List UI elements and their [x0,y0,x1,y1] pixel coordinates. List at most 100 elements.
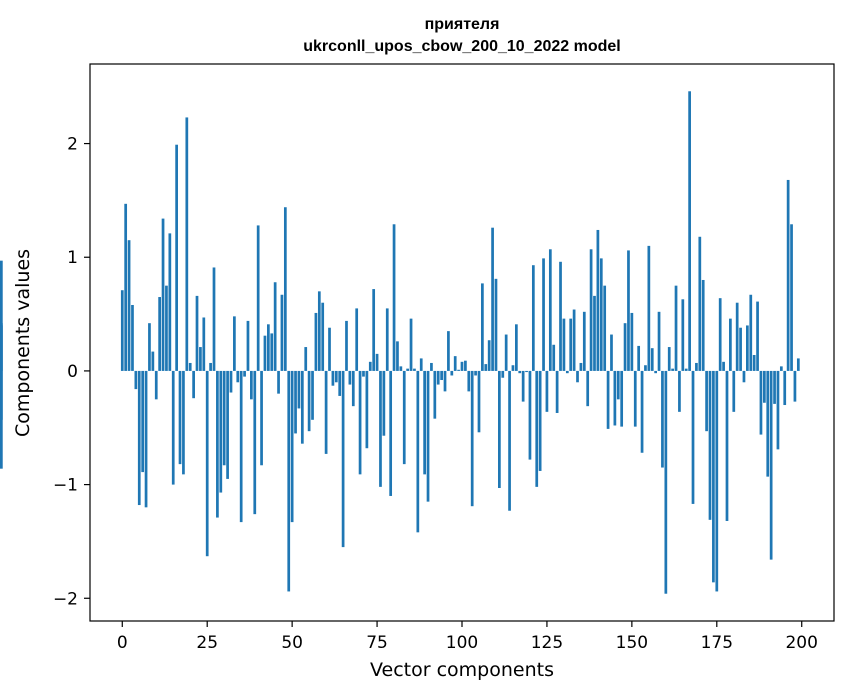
bar-185 [749,294,753,371]
bar-1 [124,203,128,371]
y-axis-label: Components values [12,249,34,437]
bar-186 [752,355,756,371]
bar-143 [606,370,610,429]
bar-57 [314,312,318,371]
bar-175 [715,370,719,592]
x-axis-ticks: 0 25 50 75 100 125 150 175 200 [117,621,818,653]
bar-152 [637,345,641,371]
bar-87 [416,370,420,533]
bar-160 [664,370,668,594]
bar-116 [515,324,518,371]
bar-17 [178,370,182,465]
bar-undefined [0,325,3,371]
bar-21 [192,370,195,399]
bar-3 [131,304,134,371]
bar-146 [616,370,620,400]
bar-101 [464,360,467,371]
bar-55 [307,370,311,432]
bar-151 [633,370,637,427]
bar-83 [402,370,406,465]
bar-70 [358,370,362,475]
bar-51 [294,370,297,434]
bar-150 [630,312,634,371]
x-tick-label: 100 [446,633,478,653]
bar-115 [511,365,515,371]
bar-136 [582,311,586,371]
x-tick-label: 150 [616,633,648,653]
bar-97 [450,370,454,376]
bar-111 [498,370,501,488]
bar-9 [151,351,155,371]
bar-19 [185,117,189,371]
bar-169 [695,362,698,371]
bar-158 [657,311,661,371]
bar-142 [603,285,607,371]
bar-72 [365,370,369,449]
bar-147 [620,370,624,427]
bar-173 [708,370,712,520]
y-axis-ticks: −2 −1 0 1 2 [53,135,90,609]
bar-130 [562,318,566,371]
bar-81 [396,341,399,371]
y-tick-label: 1 [67,248,78,268]
bar-40 [256,225,260,371]
bar-189 [763,370,766,403]
bar-75 [375,353,379,371]
bar-80 [392,224,396,371]
bar-48 [283,207,287,371]
bar-184 [746,325,749,371]
bar-93 [436,370,440,385]
bar-14 [168,233,172,371]
bar-66 [345,320,348,371]
bar-61 [328,327,331,371]
bar-90 [426,370,430,502]
bar-31 [226,370,229,479]
bar-23 [199,347,202,371]
bar-190 [766,370,770,477]
bar-134 [576,370,579,383]
bar-13 [165,285,168,371]
bar-159 [661,370,664,468]
bar-168 [691,370,695,504]
bar-85 [409,318,413,371]
bar-149 [627,250,630,371]
bar-114 [508,370,511,511]
bar-8 [148,323,151,371]
bar-163 [674,285,678,371]
bar-91 [430,362,433,371]
bar-192 [773,370,776,404]
bar-140 [596,229,600,371]
bar-154 [644,365,647,371]
bar-47 [280,294,284,371]
bar-92 [433,370,437,419]
bar-79 [389,370,393,496]
bar-198 [793,370,797,402]
x-tick-label: 125 [531,633,563,653]
bar-41 [260,370,263,466]
bar-187 [756,301,759,371]
bar-98 [453,356,457,371]
bar-42 [263,335,267,371]
bar-89 [423,370,426,475]
bar-69 [355,308,359,371]
bar-95 [443,370,447,392]
bar-188 [759,370,763,435]
bar-179 [729,318,732,371]
bar-25 [205,370,209,557]
bar-10 [154,370,158,400]
bar-2 [127,240,131,371]
bar-56 [311,370,314,420]
bar-39 [253,370,257,515]
bar-182 [739,327,742,371]
bar-35 [239,370,243,523]
y-tick-label: 2 [67,135,78,155]
bar-50 [290,370,294,523]
bar-62 [331,370,335,386]
bar-30 [222,370,226,466]
bar-78 [385,308,389,371]
bar-125 [545,370,549,412]
bar-162 [671,368,674,371]
bar-132 [569,318,573,371]
bar-127 [552,344,556,371]
chart-subtitle: ukrconll_upos_cbow_200_10_2022 model [303,38,620,55]
